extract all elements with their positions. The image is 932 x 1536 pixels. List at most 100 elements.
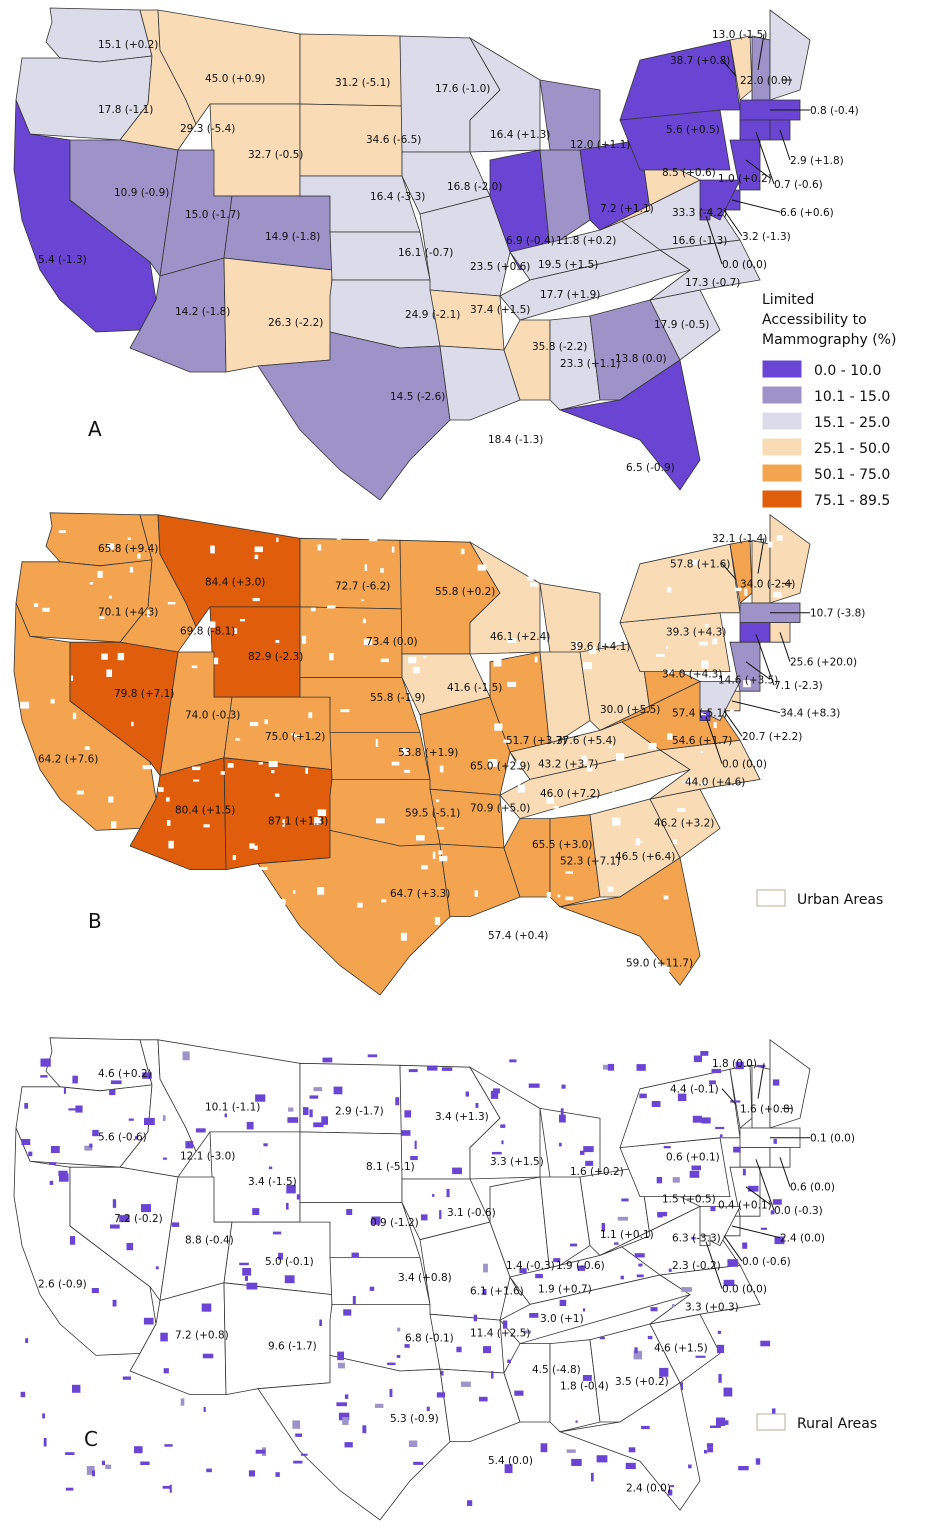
state-label-dc: 0.0 (0.0) xyxy=(722,259,767,271)
state-label-ar: 11.4 (+2.5) xyxy=(470,1328,530,1340)
urban-area xyxy=(438,850,443,855)
urban-area xyxy=(220,771,225,775)
limited-access-area xyxy=(570,1243,577,1247)
urban-area xyxy=(436,799,440,803)
urban-area xyxy=(71,675,73,681)
urban-area xyxy=(274,793,280,797)
state-label-in: 1.9 (-0.6) xyxy=(556,1260,605,1272)
limited-access-area xyxy=(65,1487,74,1491)
limited-access-area xyxy=(704,1450,708,1454)
urban-area xyxy=(274,891,277,895)
urban-area xyxy=(541,540,545,547)
states-layer xyxy=(13,7,811,501)
limited-access-area xyxy=(733,1146,741,1153)
limited-access-area xyxy=(760,1340,771,1347)
state-label-me: 1.6 (+0.8) xyxy=(740,1103,794,1115)
limited-access-area xyxy=(596,1455,608,1463)
urban-area xyxy=(404,769,411,773)
urban-area xyxy=(168,840,174,849)
leader-line-dc xyxy=(705,716,723,764)
limited-access-area xyxy=(160,1332,168,1342)
state-label-ga: 3.5 (+0.2) xyxy=(615,1376,669,1388)
urban-area xyxy=(612,543,615,550)
leader-line-md xyxy=(723,710,743,737)
urban-area xyxy=(464,536,473,540)
limited-access-area xyxy=(709,1080,716,1085)
state-label-va: 54.6 (+1.7) xyxy=(672,735,732,747)
limited-access-area xyxy=(63,1088,66,1094)
limited-access-area xyxy=(535,1273,543,1279)
limited-access-area xyxy=(303,1107,309,1115)
map-panel-c: 4.6 (+0.2) 10.1 (-1.1) 2.9 (-1.7) 3.4 (+1.3… xyxy=(13,1037,877,1521)
limited-access-area xyxy=(401,1130,411,1136)
leader-line-ct xyxy=(755,634,775,686)
state-label-ny: 39.3 (+4.3) xyxy=(666,626,726,638)
urban-area xyxy=(514,769,519,772)
limited-access-area xyxy=(582,1308,586,1312)
limited-access-area xyxy=(583,1146,594,1153)
limited-access-area xyxy=(255,1094,266,1102)
state-label-de: 6.6 (+0.6) xyxy=(780,207,834,219)
leader-line-nh xyxy=(757,538,765,574)
urban-area xyxy=(493,658,502,667)
urban-area xyxy=(305,767,309,774)
limited-access-area xyxy=(126,1242,134,1251)
urban-area xyxy=(266,890,274,898)
limited-access-area xyxy=(86,1466,95,1475)
limited-access-area xyxy=(119,1215,130,1223)
limited-access-area xyxy=(338,1412,350,1421)
state-label-ca: 5.4 (-1.3) xyxy=(38,254,87,266)
limited-access-area xyxy=(636,1064,646,1071)
limited-access-area xyxy=(680,1382,683,1390)
state-label-pa: 1.5 (+0.5) xyxy=(662,1194,716,1206)
state-label-il: 51.7 (+3.7) xyxy=(506,735,566,747)
map-panel-b: 65.8 (+9.4) 84.4 (+3.0) 72.7 (-6.2) 55.8 (+… xyxy=(13,512,883,996)
urban-area xyxy=(89,582,94,585)
limited-access-area xyxy=(738,1466,749,1471)
urban-area xyxy=(743,680,751,688)
urban-area xyxy=(368,534,378,542)
state-label-ut: 15.0 (-1.7) xyxy=(185,209,240,221)
state-label-ar: 37.4 (+1.5) xyxy=(470,304,530,316)
urban-area xyxy=(583,662,592,670)
state-fl xyxy=(558,359,701,491)
state-label-tn: 17.7 (+1.9) xyxy=(540,289,600,301)
urban-area xyxy=(667,733,673,740)
limited-access-area xyxy=(426,1406,430,1411)
state-nd xyxy=(299,33,403,107)
state-al xyxy=(549,814,601,908)
urban-area xyxy=(699,641,708,646)
limited-access-area xyxy=(483,1263,488,1273)
state-label-ok: 6.8 (-0.1) xyxy=(405,1333,454,1345)
limited-access-area xyxy=(558,1142,562,1147)
legend-swatch xyxy=(761,385,803,405)
limited-access-area xyxy=(774,1236,785,1245)
state-label-in: 11.8 (+0.2) xyxy=(556,235,616,247)
state-label-ut: 74.0 (-0.3) xyxy=(185,710,240,722)
urban-area xyxy=(672,535,678,542)
limited-access-area xyxy=(344,1442,353,1448)
urban-area xyxy=(391,761,400,766)
urban-area xyxy=(546,796,554,804)
limited-access-area xyxy=(710,1206,716,1212)
limited-access-area xyxy=(369,1286,375,1291)
limited-access-area xyxy=(337,1351,344,1361)
urban-area xyxy=(575,641,579,649)
urban-area xyxy=(258,762,263,765)
urban-area xyxy=(773,592,782,598)
limited-access-area xyxy=(337,1362,345,1369)
urban-area xyxy=(203,824,210,828)
limited-access-area xyxy=(440,1370,444,1376)
state-label-in: 37.6 (+5.4) xyxy=(556,735,616,747)
state-fl xyxy=(558,857,701,986)
limited-access-area xyxy=(651,1101,661,1107)
state-label-va: 16.6 (-1.3) xyxy=(672,235,727,247)
rural-key-label: Rural Areas xyxy=(797,1416,877,1432)
urban-area xyxy=(101,653,108,660)
limited-access-area xyxy=(140,1461,150,1465)
urban-area xyxy=(553,806,559,809)
state-label-sc: 46.2 (+3.2) xyxy=(654,817,714,829)
state-label-il: 1.4 (-0.3) xyxy=(506,1260,555,1272)
panel-letter: B xyxy=(88,909,102,933)
limited-access-area xyxy=(599,1336,605,1340)
